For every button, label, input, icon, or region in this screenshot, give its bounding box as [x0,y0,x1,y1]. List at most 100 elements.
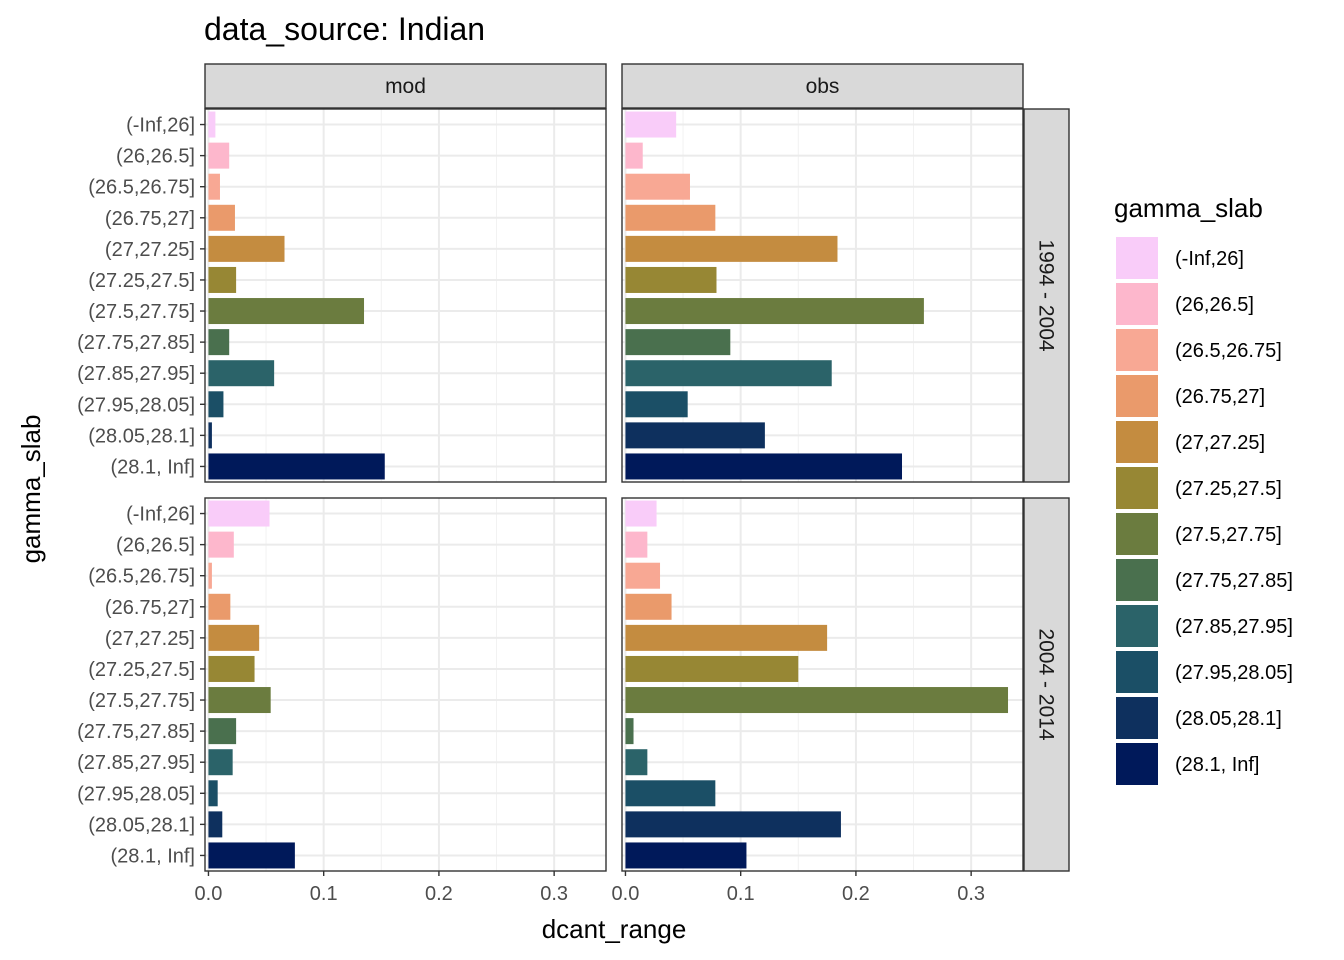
bar-obs-2-3 [625,562,661,589]
legend-item: (27,27.25] [1116,421,1265,463]
panel-background [205,109,606,482]
y-tick-label: (27.5,27.75] [88,690,195,712]
legend-item: (28.05,28.1] [1116,697,1282,739]
y-tick-label: (28.05,28.1] [88,814,195,836]
legend-label: (26,26.5] [1175,294,1254,316]
legend-label: (28.05,28.1] [1175,708,1282,730]
legend-label: (27.95,28.05] [1175,662,1293,684]
legend-item: (26.5,26.75] [1116,329,1282,371]
bar-mod-1-7 [208,298,365,325]
bar-obs-2-1 [625,500,657,527]
legend-item: (27.75,27.85] [1116,559,1293,601]
legend-label: (27.25,27.5] [1175,478,1282,500]
panel-background [205,498,606,871]
legend-key [1116,237,1158,279]
bar-mod-1-6 [208,266,237,293]
y-tick-label: (-Inf,26] [126,504,195,526]
strip-label-row-1: 1994 - 2004 [1035,239,1058,351]
bar-mod-2-4 [208,593,231,620]
strip-label-row-2: 2004 - 2014 [1035,628,1058,740]
legend-key [1116,743,1158,785]
y-tick-label: (27.75,27.85] [77,332,195,354]
bar-mod-1-11 [208,422,212,449]
legend-key [1116,697,1158,739]
x-tick-label: 0.2 [425,883,453,905]
y-tick-label: (27.85,27.95] [77,363,195,385]
x-tick-label: 0.3 [540,883,568,905]
legend-key [1116,651,1158,693]
bar-obs-2-11 [625,811,841,838]
y-tick-label: (27.5,27.75] [88,301,195,323]
bar-obs-2-8 [625,718,634,745]
legend-item: (26.75,27] [1116,375,1265,417]
bar-obs-1-1 [625,111,677,138]
bar-mod-1-1 [208,111,216,138]
legend-label: (-Inf,26] [1175,248,1244,270]
legend-key [1116,375,1158,417]
bar-obs-2-5 [625,624,828,651]
panel-background [622,498,1023,871]
bar-mod-2-2 [208,531,234,558]
y-tick-label: (27.25,27.5] [88,659,195,681]
facet-strips: mod obs 1994 - 2004 2004 - 2014 [204,63,1070,872]
bar-mod-1-5 [208,235,285,262]
bar-obs-1-2 [625,142,643,169]
bar-obs-2-2 [625,531,648,558]
bar-mod-1-3 [208,173,220,200]
legend-label: (27.75,27.85] [1175,570,1293,592]
panel-border [621,108,1024,483]
panel-border [621,497,1024,872]
bar-obs-1-4 [625,204,716,231]
legend-label: (27.85,27.95] [1175,616,1293,638]
panel-obs-2 [621,497,1024,872]
bar-obs-1-12 [625,453,903,480]
bar-obs-1-3 [625,173,690,200]
bar-mod-2-12 [208,842,295,869]
bar-mod-2-6 [208,655,255,682]
legend-label: (28.1, Inf] [1175,754,1260,776]
y-tick-label: (27.25,27.5] [88,270,195,292]
bar-mod-1-12 [208,453,385,480]
legend-item: (-Inf,26] [1116,237,1244,279]
legend-key [1116,605,1158,647]
x-tick-label: 0.0 [195,883,223,905]
legend-key [1116,329,1158,371]
legend: gamma_slab (-Inf,26] (26,26.5] (26.5,26.75… [1114,193,1293,785]
legend-item: (27.25,27.5] [1116,467,1282,509]
y-axis-title: gamma_slab [16,415,46,564]
strip-row-1 [1023,108,1070,483]
y-tick-label: (28.05,28.1] [88,425,195,447]
bar-obs-1-6 [625,266,717,293]
legend-title: gamma_slab [1114,193,1263,223]
bar-mod-2-10 [208,780,218,807]
bar-obs-2-9 [625,749,648,776]
legend-key [1116,559,1158,601]
y-tick-label: (27,27.25] [105,239,195,261]
y-tick-label: (27.95,28.05] [77,783,195,805]
y-tick-label: (28.1, Inf] [111,845,196,867]
legend-item: (28.1, Inf] [1116,743,1260,785]
y-tick-label: (26.5,26.75] [88,177,195,199]
panel-background [622,109,1023,482]
y-tick-label: (27,27.25] [105,628,195,650]
strip-label-mod: mod [385,75,426,98]
bar-mod-1-4 [208,204,235,231]
legend-label: (26.5,26.75] [1175,340,1282,362]
panel-mod-2 [204,497,607,872]
bar-mod-2-7 [208,687,271,714]
x-tick-label: 0.0 [612,883,640,905]
legend-key [1116,283,1158,325]
x-axes: 0.0 0.1 0.2 0.3 0.0 0.1 0.2 0.3 [195,871,985,905]
bar-mod-1-8 [208,329,230,356]
legend-item: (27.5,27.75] [1116,513,1282,555]
panel-border [204,108,607,483]
y-tick-label: (26,26.5] [116,146,195,168]
panel-obs-1 [621,108,1024,483]
x-tick-label: 0.2 [842,883,870,905]
legend-item: (27.95,28.05] [1116,651,1293,693]
legend-key [1116,421,1158,463]
panel-mod-1 [204,108,607,483]
y-tick-label: (27.75,27.85] [77,721,195,743]
bar-obs-1-5 [625,235,838,262]
